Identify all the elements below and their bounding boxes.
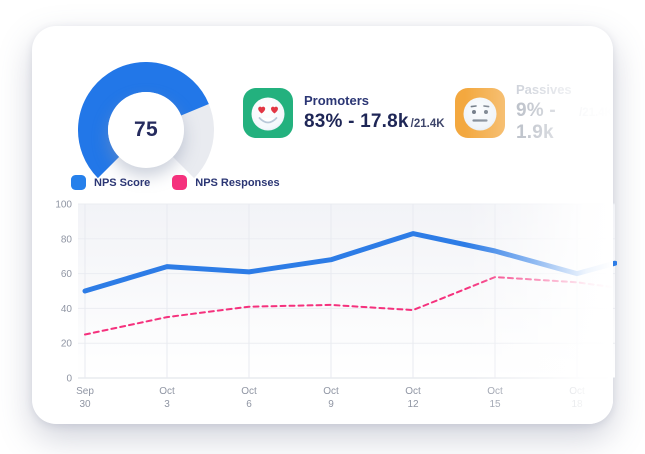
passives-value-row: 9% - 1.9k /21.4K	[516, 100, 613, 144]
nps-score-swatch-icon	[71, 175, 86, 190]
svg-text:20: 20	[61, 339, 73, 350]
neutral-face-emoji-icon	[455, 88, 505, 138]
svg-text:6: 6	[246, 399, 252, 410]
promoters-text: Promoters 83% - 17.8k /21.4K	[304, 93, 445, 133]
svg-text:3: 3	[164, 399, 170, 410]
legend-item-nps-score[interactable]: NPS Score	[71, 175, 150, 190]
promoters-value: 83% - 17.8k	[304, 111, 409, 132]
svg-text:Oct: Oct	[487, 386, 503, 397]
nps-gauge: 75	[78, 62, 214, 198]
svg-text:30: 30	[79, 399, 91, 410]
nps-dashboard-card: 75 Promoters 83% -	[32, 26, 617, 424]
svg-text:9: 9	[328, 399, 334, 410]
gauge-value: 75	[134, 118, 158, 141]
passives-text: Passives 9% - 1.9k /21.4K	[516, 82, 613, 144]
nps-responses-legend-label: NPS Responses	[195, 176, 280, 189]
nps-score-legend-label: NPS Score	[94, 176, 151, 189]
promoters-value-row: 83% - 17.8k /21.4K	[304, 111, 445, 133]
svg-text:15: 15	[489, 399, 501, 410]
legend-item-nps-responses[interactable]: NPS Responses	[172, 175, 280, 190]
passives-total: /21.4K	[579, 107, 613, 119]
svg-text:Oct: Oct	[159, 386, 175, 397]
svg-text:18: 18	[571, 399, 583, 410]
promoters-total: /21.4K	[410, 118, 445, 130]
gauge-center: 75	[108, 92, 184, 168]
svg-text:60: 60	[61, 269, 73, 280]
svg-text:Oct: Oct	[569, 386, 585, 397]
chart-legend: NPS Score NPS Responses	[71, 175, 280, 190]
svg-text:40: 40	[61, 304, 73, 315]
promoters-label: Promoters	[304, 93, 370, 108]
svg-text:0: 0	[66, 374, 72, 385]
svg-text:100: 100	[55, 200, 72, 211]
passives-value: 9% - 1.9k	[516, 100, 556, 143]
svg-text:Oct: Oct	[241, 386, 257, 397]
passives-label: Passives	[516, 82, 572, 97]
heart-eyes-emoji-icon	[243, 88, 293, 138]
svg-text:Oct: Oct	[405, 386, 421, 397]
svg-text:80: 80	[61, 234, 73, 245]
svg-text:Sep: Sep	[76, 386, 94, 397]
svg-text:12: 12	[407, 399, 419, 410]
promoters-stat: Promoters 83% - 17.8k /21.4K	[243, 86, 445, 140]
passives-stat: Passives 9% - 1.9k /21.4K	[455, 82, 613, 143]
gauge-arc	[78, 62, 214, 179]
nps-responses-swatch-icon	[172, 175, 188, 190]
svg-text:Oct: Oct	[323, 386, 339, 397]
